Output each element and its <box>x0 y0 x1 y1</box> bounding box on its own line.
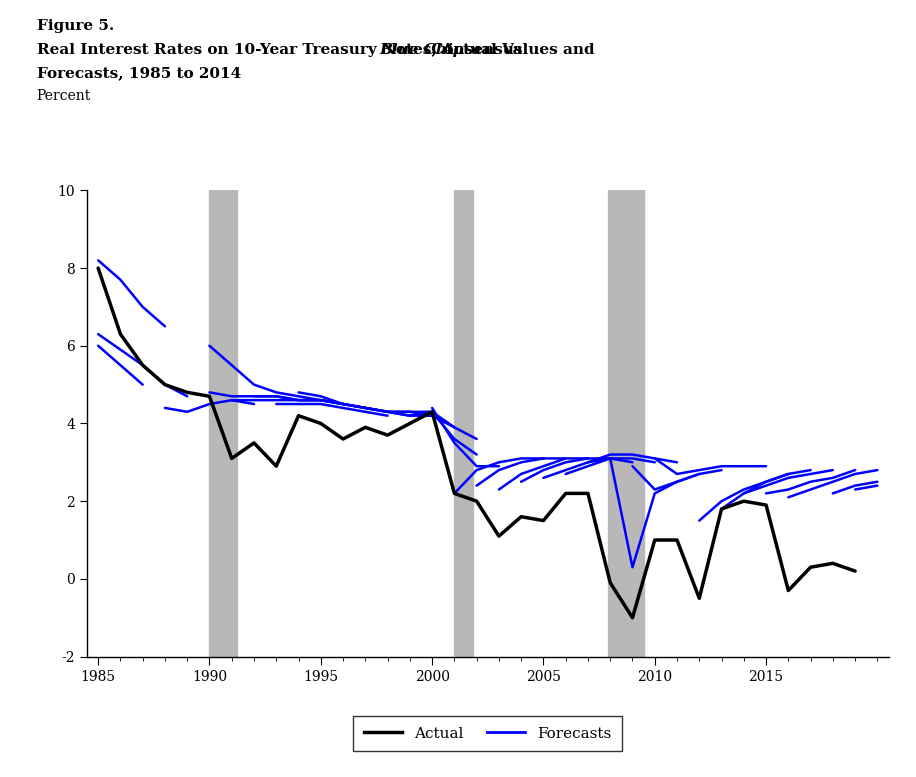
Text: Blue Chip: Blue Chip <box>379 43 463 57</box>
Text: Forecasts, 1985 to 2014: Forecasts, 1985 to 2014 <box>37 66 241 80</box>
Text: Figure 5.: Figure 5. <box>37 19 114 33</box>
Legend: Actual, Forecasts: Actual, Forecasts <box>354 716 622 751</box>
Text: Consensus: Consensus <box>426 43 523 57</box>
Text: Percent: Percent <box>37 89 91 103</box>
Bar <box>210 190 237 657</box>
Text: Real Interest Rates on 10-Year Treasury Notes, Actual Values and: Real Interest Rates on 10-Year Treasury … <box>37 43 599 57</box>
Bar <box>608 190 644 657</box>
Bar <box>454 190 473 657</box>
